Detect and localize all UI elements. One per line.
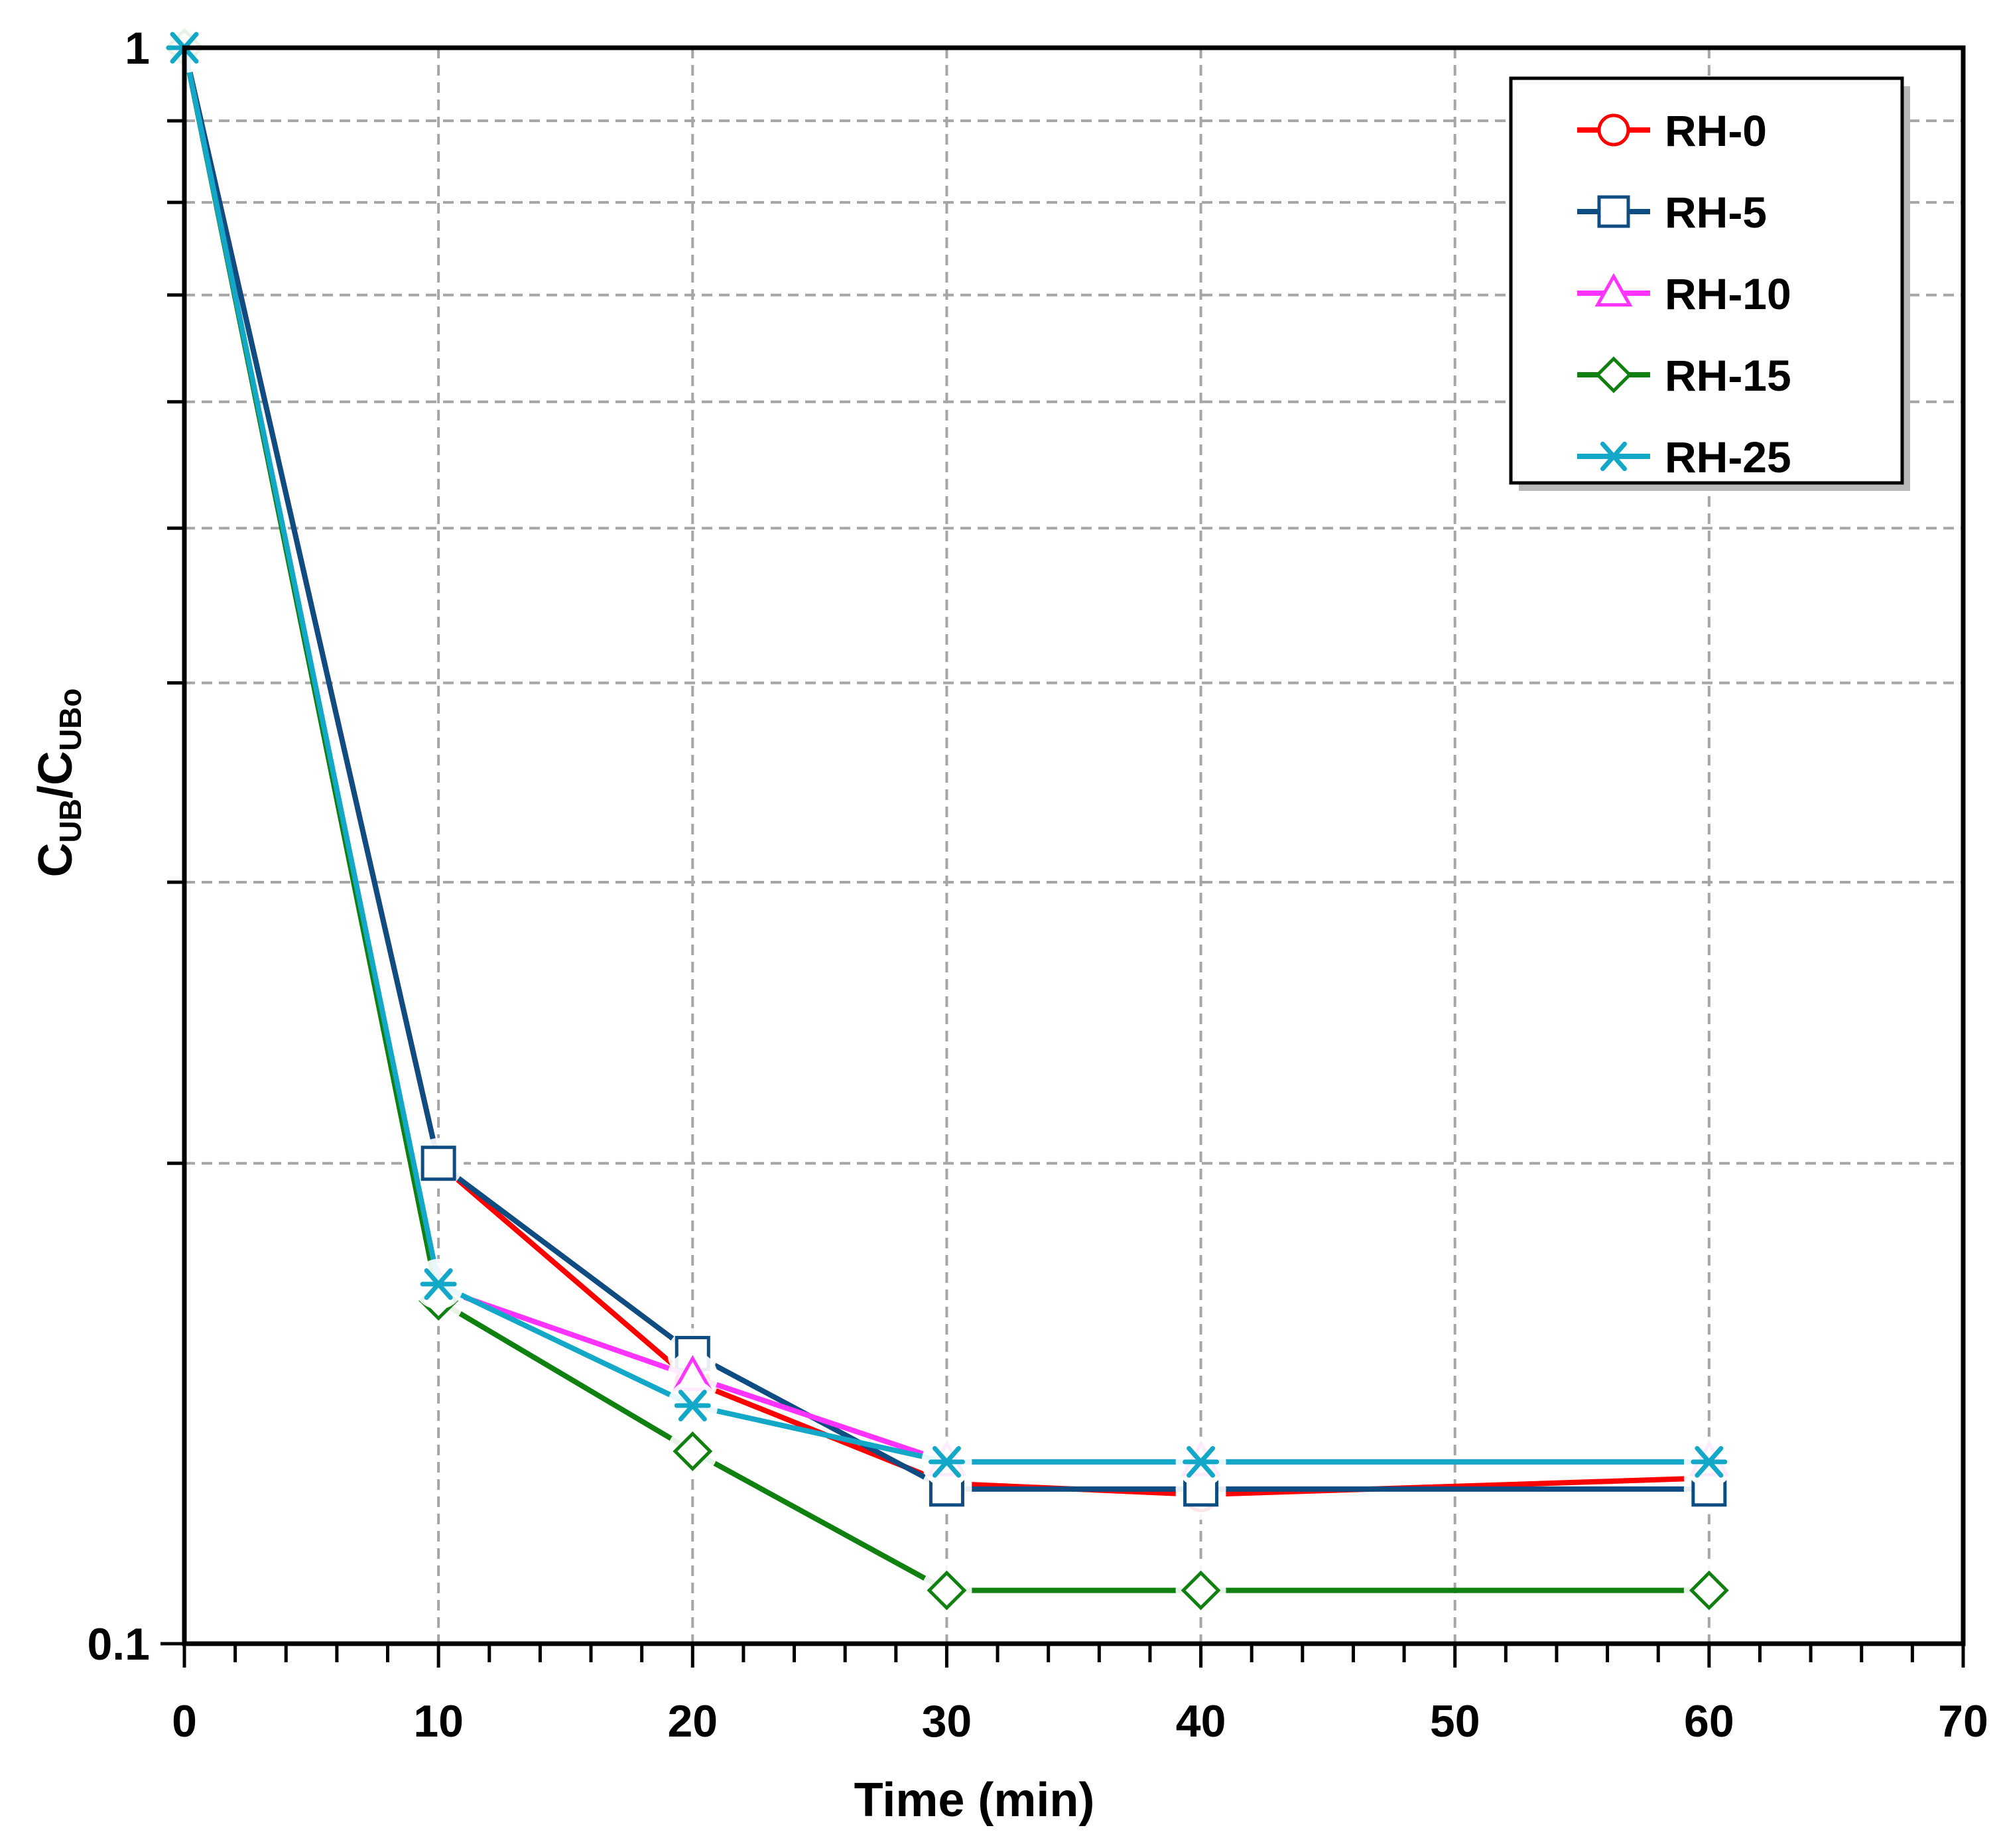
x-tick-label: 30 [922, 1696, 972, 1747]
y-tick-label: 0.1 [87, 1619, 150, 1670]
legend-items: RH-0 RH-5 RH-10 RH-15 RH-25 [1577, 106, 1791, 482]
y-tick-label: 1 [125, 23, 150, 74]
data-point-rh-25 [420, 1268, 457, 1300]
y-axis-title-main: C [29, 843, 82, 878]
series-line-rh-15 [182, 47, 1709, 1593]
y-axis-title-sub1: UB [53, 799, 88, 842]
series-line-rh-25 [182, 47, 1709, 1465]
legend-label-rh-25: RH-25 [1665, 432, 1791, 482]
legend-item-rh-5: RH-5 [1577, 188, 1767, 237]
data-point-rh-25 [674, 1390, 711, 1421]
data-point-rh-5 [420, 1146, 456, 1181]
y-axis-title: CUB/CUBo [29, 689, 88, 878]
x-tick-label: 40 [1176, 1696, 1226, 1747]
x-tick-label: 50 [1430, 1696, 1480, 1747]
x-tick-label: 70 [1938, 1696, 1988, 1747]
x-tick-label: 0 [172, 1696, 197, 1747]
legend-item-rh-15: RH-15 [1577, 351, 1791, 400]
data-point-rh-15 [673, 1431, 713, 1471]
data-point-rh-25 [1691, 1445, 1728, 1478]
legend-marker-rh-5 [1597, 195, 1630, 228]
y-axis-title-slash: /C [29, 751, 82, 799]
legend-marker-rh-25 [1596, 441, 1631, 472]
legend-item-rh-0: RH-0 [1577, 106, 1767, 155]
data-point-rh-25 [1183, 1445, 1220, 1478]
legend-item-rh-25: RH-25 [1577, 432, 1791, 482]
x-axis-title: Time (min) [854, 1774, 1095, 1827]
legend: RH-0 RH-5 RH-10 RH-15 RH-25 [1509, 76, 1910, 491]
y-tick-labels: 0.11 [87, 23, 150, 1670]
data-point-rh-25 [928, 1445, 965, 1478]
legend-marker-rh-15 [1595, 356, 1632, 393]
legend-box [1509, 76, 1904, 485]
plot-border [182, 45, 1966, 1646]
legend-label-rh-5: RH-5 [1665, 188, 1767, 237]
legend-label-rh-0: RH-0 [1665, 106, 1767, 155]
data-point-rh-15 [1181, 1570, 1221, 1611]
data-point-rh-15 [1689, 1570, 1729, 1611]
legend-item-rh-10: RH-10 [1577, 269, 1791, 318]
minor-ticks [161, 46, 1965, 1668]
x-tick-label: 60 [1684, 1696, 1734, 1747]
legend-marker-rh-10 [1594, 273, 1633, 307]
y-axis-title-sub2: UBo [53, 689, 88, 752]
series-layer [159, 23, 1734, 1616]
legend-marker-rh-0 [1597, 113, 1630, 147]
legend-label-rh-10: RH-10 [1665, 269, 1791, 318]
x-tick-labels: 0 10 20 30 40 50 60 70 [172, 1696, 1988, 1747]
x-tick-label: 20 [667, 1696, 718, 1747]
x-tick-label: 10 [413, 1696, 464, 1747]
legend-label-rh-15: RH-15 [1665, 351, 1791, 400]
data-point-rh-15 [927, 1570, 967, 1611]
